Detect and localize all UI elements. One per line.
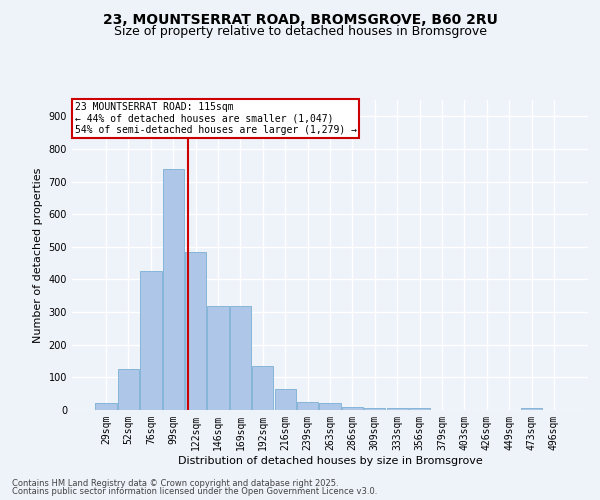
Bar	[95, 404, 117, 410]
Text: 23, MOUNTSERRAT ROAD, BROMSGROVE, B60 2RU: 23, MOUNTSERRAT ROAD, BROMSGROVE, B60 2R…	[103, 12, 497, 26]
Bar	[386, 408, 408, 410]
Y-axis label: Number of detached properties: Number of detached properties	[33, 168, 43, 342]
Bar	[252, 366, 274, 410]
Bar	[319, 404, 341, 410]
Bar	[275, 389, 296, 410]
Bar	[521, 408, 542, 410]
Bar	[140, 272, 161, 410]
Bar	[185, 252, 206, 410]
X-axis label: Distribution of detached houses by size in Bromsgrove: Distribution of detached houses by size …	[178, 456, 482, 466]
Bar	[409, 408, 430, 410]
Text: Contains public sector information licensed under the Open Government Licence v3: Contains public sector information licen…	[12, 487, 377, 496]
Text: Size of property relative to detached houses in Bromsgrove: Size of property relative to detached ho…	[113, 25, 487, 38]
Bar	[342, 406, 363, 410]
Bar	[230, 306, 251, 410]
Text: Contains HM Land Registry data © Crown copyright and database right 2025.: Contains HM Land Registry data © Crown c…	[12, 478, 338, 488]
Bar	[118, 369, 139, 410]
Bar	[163, 168, 184, 410]
Bar	[297, 402, 318, 410]
Bar	[208, 306, 229, 410]
Text: 23 MOUNTSERRAT ROAD: 115sqm
← 44% of detached houses are smaller (1,047)
54% of : 23 MOUNTSERRAT ROAD: 115sqm ← 44% of det…	[74, 102, 356, 134]
Bar	[364, 408, 385, 410]
